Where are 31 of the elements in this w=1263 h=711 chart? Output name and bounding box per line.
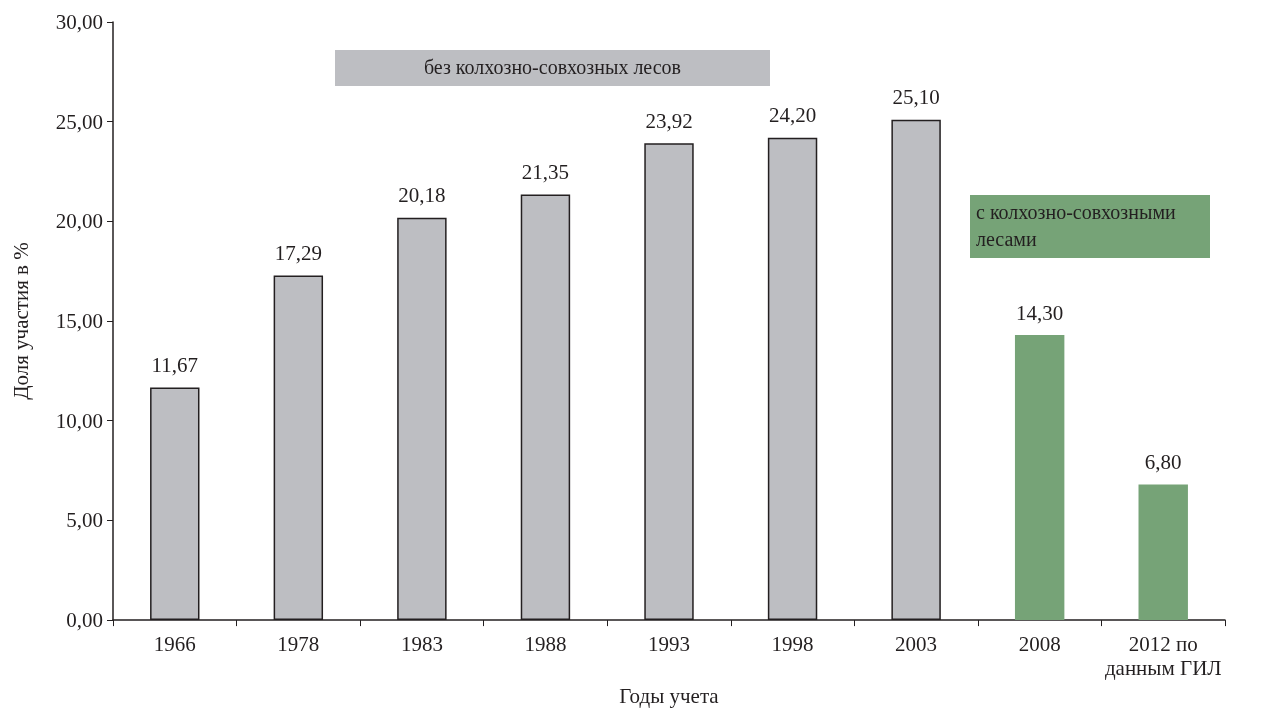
data-label: 11,67 [151, 352, 199, 377]
y-axis-title: Доля участия в % [8, 242, 33, 400]
x-tick-label: 2008 [1018, 632, 1061, 657]
y-tick-label: 20,00 [55, 209, 103, 234]
x-tick-label: 1993 [648, 632, 690, 657]
data-label: 6,80 [1144, 450, 1182, 475]
y-tick-label: 5,00 [66, 508, 103, 533]
x-tick-label: 1998 [771, 632, 814, 657]
y-tick-label: 0,00 [66, 608, 103, 633]
x-tick-label: 2012 по данным ГИЛ [1104, 632, 1222, 681]
y-tick-label: 10,00 [55, 408, 103, 433]
data-label: 14,30 [1016, 300, 1064, 325]
data-label: 20,18 [398, 183, 446, 208]
x-tick-label: 1966 [153, 632, 196, 657]
x-tick-label: 2003 [895, 632, 938, 657]
y-tick-label: 25,00 [55, 109, 103, 134]
y-tick-label: 15,00 [55, 309, 103, 334]
data-label: 23,92 [645, 108, 693, 133]
data-label: 25,10 [892, 85, 940, 110]
bar [1014, 335, 1065, 621]
x-tick-label: 1983 [400, 632, 443, 657]
series-name-box: с колхозно-совхозными лесами [970, 195, 1210, 258]
x-tick-label: 1988 [524, 632, 567, 657]
x-axis-title: Годы учета [619, 683, 720, 708]
series-name-box: без колхозно-совхозных лесов [335, 50, 770, 86]
data-label: 17,29 [274, 240, 322, 265]
bar [1138, 484, 1188, 621]
y-tick-label: 30,00 [55, 10, 103, 34]
x-tick-label: 1978 [277, 632, 320, 657]
data-label: 21,35 [521, 159, 570, 184]
data-label: 24,20 [768, 103, 817, 128]
